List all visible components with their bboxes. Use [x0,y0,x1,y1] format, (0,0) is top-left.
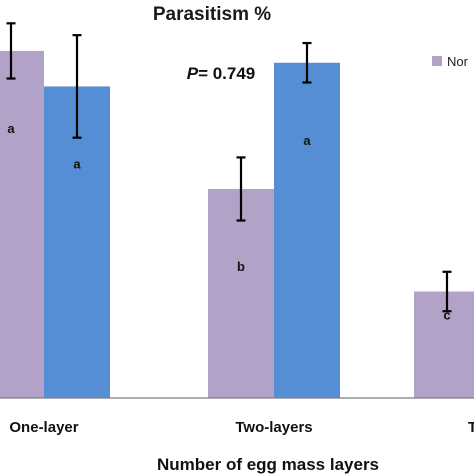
x-tick-labels: One-layer Two-layers Thr [9,419,474,436]
legend: Nor [432,54,469,69]
error-bar-series-2-0 [72,34,82,139]
p-value-symbol: P [187,64,199,83]
bar-series-1-1 [208,188,274,398]
error-bar-series-2-1 [302,41,312,84]
error-bar-series-1-1 [236,156,246,222]
bar-series-2-1 [274,62,340,398]
x-tick-label-1: Two-layers [235,419,312,436]
bars-group: a b c a a [0,22,474,398]
significance-letter-series-1-2: c [443,308,450,323]
x-axis-label: Number of egg mass layers [157,455,379,474]
significance-letter-series-1-1: b [237,259,245,274]
error-bar-series-1-0 [6,22,16,80]
error-bar-series-1-2 [442,270,452,313]
bar-series-1-2 [414,291,474,398]
x-tick-label-0: One-layer [9,419,78,436]
p-value-annotation: P= 0.749 [187,64,256,83]
significance-letter-series-1-0: a [7,121,15,136]
chart-title: Parasitism % [153,4,271,25]
significance-letter-series-2-0: a [73,156,81,171]
x-tick-label-2: Thr [468,419,474,436]
significance-letter-series-2-1: a [303,133,311,148]
p-value-number: = 0.749 [198,64,255,83]
bar-series-1-0 [0,50,44,398]
legend-swatch-series-1 [432,56,442,66]
legend-label-series-1: Nor [447,54,469,69]
